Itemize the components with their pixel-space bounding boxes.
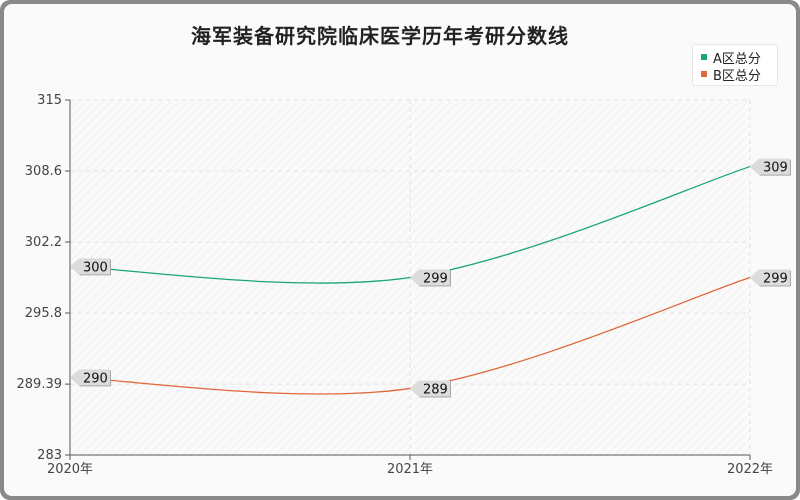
data-label-a: 300: [70, 258, 111, 276]
data-label-text: 309: [763, 161, 788, 176]
data-label-a: 309: [750, 158, 791, 176]
data-label-box: [70, 369, 110, 386]
data-label-b: 290: [70, 369, 111, 387]
x-tick-label: 2021年: [387, 462, 433, 477]
legend-swatch-a: [701, 54, 707, 60]
data-label-text: 290: [83, 371, 108, 386]
y-tick-label: 308.6: [25, 164, 62, 179]
legend: A区总分 B区总分: [692, 44, 778, 86]
y-tick-label: 289.39: [17, 377, 63, 392]
legend-item-a[interactable]: A区总分: [701, 48, 761, 67]
data-label-box: [410, 380, 450, 397]
y-tick-label: 315: [37, 93, 62, 108]
data-label-b: 289: [410, 380, 451, 398]
legend-label-b: B区总分: [713, 68, 761, 84]
data-label-a: 299: [410, 269, 451, 287]
data-label-box: [750, 158, 790, 175]
data-label-text: 299: [763, 272, 788, 287]
data-label-box: [410, 269, 450, 286]
x-tick-label: 2022年: [727, 462, 773, 477]
legend-swatch-b: [701, 71, 707, 77]
x-tick-label: 2020年: [47, 462, 93, 477]
data-label-box: [750, 269, 790, 286]
y-tick-label: 295.8: [25, 306, 62, 321]
legend-label-a: A区总分: [713, 51, 761, 67]
data-label-text: 300: [83, 260, 108, 275]
legend-item-b[interactable]: B区总分: [701, 65, 761, 84]
data-label-box: [70, 258, 110, 275]
series-line-b: [69, 276, 751, 395]
chart-title: 海军装备研究院临床医学历年考研分数线: [191, 24, 569, 48]
data-label-b: 299: [750, 269, 791, 287]
y-tick-label: 283: [37, 448, 62, 463]
y-tick-label: 302.2: [25, 235, 62, 250]
data-label-text: 289: [423, 382, 448, 397]
data-label-text: 299: [423, 272, 448, 287]
